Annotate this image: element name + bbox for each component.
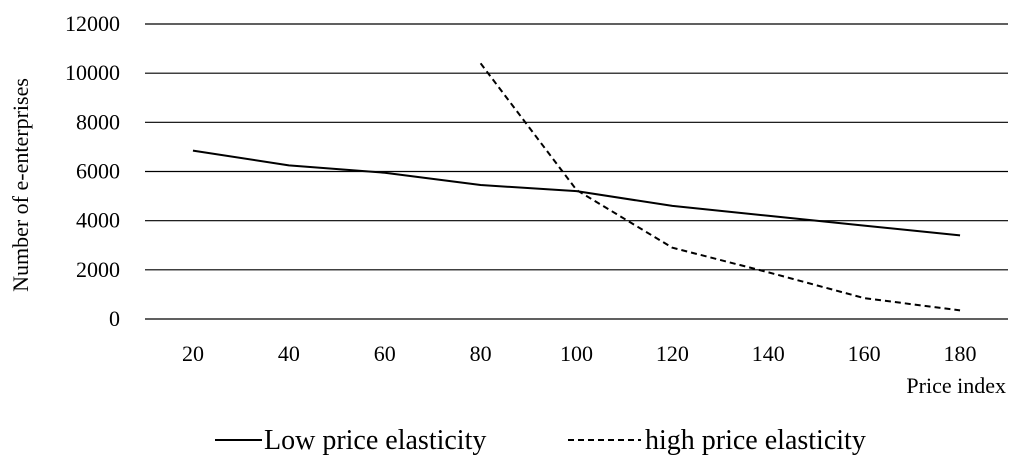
- y-tick-label: 12000: [65, 11, 120, 36]
- y-tick-label: 10000: [65, 60, 120, 85]
- x-tick-label: 120: [656, 341, 689, 366]
- series-lines: [192, 62, 961, 312]
- x-tick-label: 80: [470, 341, 492, 366]
- x-tick-label: 100: [560, 341, 593, 366]
- x-tick-labels: 20 40 60 80 100 120 140 160 180: [182, 341, 977, 366]
- y-axis-label: Number of e-enterprises: [8, 78, 33, 292]
- y-tick-label: 2000: [76, 257, 120, 282]
- x-tick-label: 20: [182, 341, 204, 366]
- series-line-high-price-elasticity: [479, 62, 961, 312]
- y-tick-label: 0: [109, 306, 120, 331]
- y-tick-label: 6000: [76, 159, 120, 184]
- series-line-low-price-elasticity: [192, 149, 961, 237]
- legend-label-low-price-elasticity: Low price elasticity: [264, 425, 486, 456]
- x-tick-label: 180: [944, 341, 977, 366]
- grid-lines: [145, 23, 1008, 320]
- y-tick-label: 8000: [76, 109, 120, 134]
- x-tick-label: 140: [752, 341, 785, 366]
- y-tick-labels: 0 2000 4000 6000 8000 10000 12000: [65, 11, 120, 331]
- legend-label-high-price-elasticity: high price elasticity: [645, 425, 866, 456]
- x-tick-label: 40: [278, 341, 300, 366]
- legend: Low price elasticity high price elastici…: [215, 425, 866, 456]
- y-tick-label: 4000: [76, 208, 120, 233]
- x-tick-label: 60: [374, 341, 396, 366]
- x-tick-label: 160: [848, 341, 881, 366]
- x-axis-label: Price index: [906, 373, 1006, 398]
